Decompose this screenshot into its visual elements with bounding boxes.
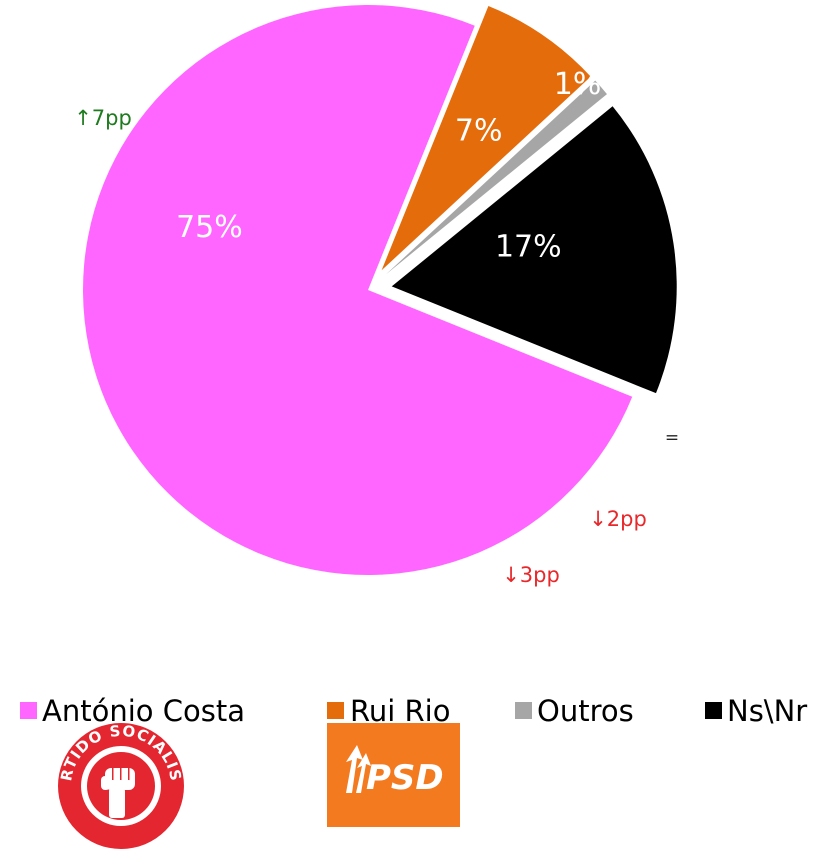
pie-slice-rui-rio xyxy=(381,5,591,271)
legend-label-antonio-costa: António Costa xyxy=(42,694,245,728)
change-label-outros: = xyxy=(665,428,679,448)
change-label-rui-rio: ↓2pp xyxy=(589,507,647,531)
ps-logo: PARTIDO SOCIALISTA xyxy=(57,722,184,849)
slice-label-outros: 1% xyxy=(554,67,602,102)
legend-item-antonio-costa: António Costa xyxy=(20,694,245,728)
legend-label-ns-nr: Ns\Nr xyxy=(727,694,807,728)
legend-item-rui-rio: Rui Rio xyxy=(327,694,450,728)
legend-item-ns-nr: Ns\Nr xyxy=(705,694,807,728)
psd-arrows-icon xyxy=(346,745,371,793)
pie-slice-ns-nr xyxy=(391,106,677,394)
legend: António Costa Rui Rio Outros Ns\Nr xyxy=(20,694,807,728)
legend-swatch-ns-nr xyxy=(705,702,722,719)
legend-item-outros: Outros xyxy=(515,694,634,728)
slice-label-ns-nr: 17% xyxy=(495,230,562,265)
slice-label-antonio-costa: 75% xyxy=(176,210,243,245)
psd-logo: PSD xyxy=(327,723,460,827)
change-label-ns-nr: ↓3pp xyxy=(502,563,560,587)
pie-slices xyxy=(83,5,677,576)
legend-label-outros: Outros xyxy=(537,694,634,728)
slice-labels: 7% 1% 17% 75% xyxy=(176,67,601,265)
slice-label-rui-rio: 7% xyxy=(455,113,503,148)
legend-label-rui-rio: Rui Rio xyxy=(350,694,450,728)
legend-swatch-antonio-costa xyxy=(20,702,37,719)
psd-logo-text: PSD xyxy=(366,758,444,798)
change-label-antonio-costa: ↑7pp xyxy=(74,106,132,130)
change-labels: ↓2pp = ↓3pp ↑7pp xyxy=(74,106,679,587)
pie-slice-outros xyxy=(386,80,607,275)
pie-slice-antonio-costa xyxy=(83,5,633,576)
legend-swatch-outros xyxy=(515,702,532,719)
legend-swatch-rui-rio xyxy=(327,702,344,719)
psd-logo-background xyxy=(327,723,460,827)
